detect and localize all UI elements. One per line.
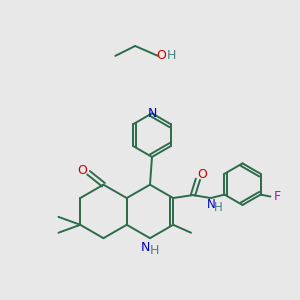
Text: H: H <box>149 244 159 256</box>
Text: N: N <box>206 199 215 212</box>
Text: O: O <box>156 50 166 62</box>
Text: F: F <box>274 190 281 203</box>
Text: N: N <box>147 107 157 120</box>
Text: O: O <box>78 164 88 177</box>
Text: O: O <box>197 168 207 181</box>
Text: N: N <box>140 241 150 254</box>
Text: H: H <box>214 202 223 214</box>
Text: H: H <box>167 50 176 62</box>
